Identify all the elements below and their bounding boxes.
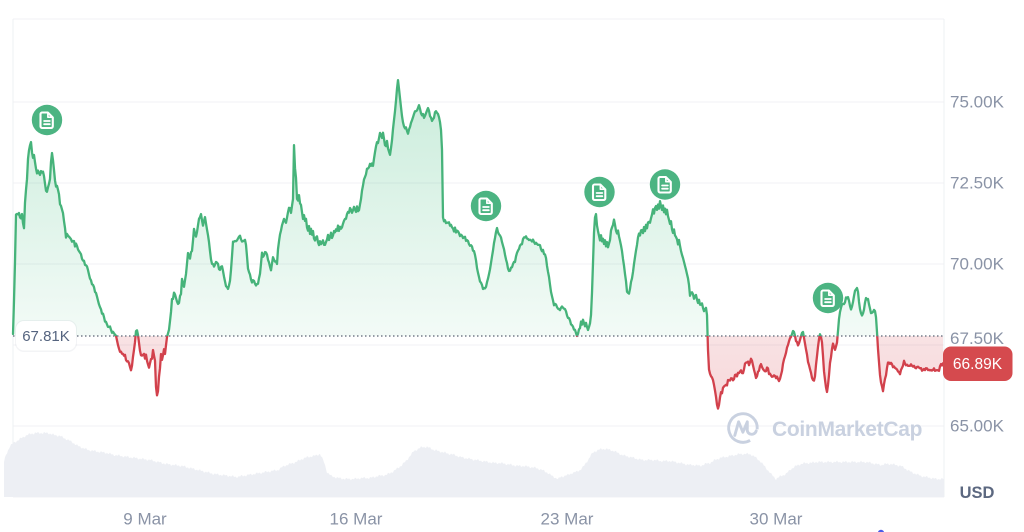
svg-text:30 Mar: 30 Mar (750, 510, 803, 529)
svg-text:75.00K: 75.00K (950, 93, 1005, 112)
svg-text:65.00K: 65.00K (950, 417, 1005, 436)
svg-text:9 Mar: 9 Mar (123, 510, 167, 529)
svg-text:66.89K: 66.89K (953, 356, 1003, 373)
svg-text:CoinMarketCap: CoinMarketCap (772, 418, 922, 441)
svg-text:70.00K: 70.00K (950, 255, 1005, 274)
svg-text:23 Mar: 23 Mar (541, 510, 594, 529)
svg-text:72.50K: 72.50K (950, 174, 1005, 193)
svg-text:16 Mar: 16 Mar (330, 510, 383, 529)
svg-text:67.81K: 67.81K (22, 328, 70, 345)
svg-text:USD: USD (960, 484, 995, 502)
svg-text:67.50K: 67.50K (950, 329, 1005, 348)
